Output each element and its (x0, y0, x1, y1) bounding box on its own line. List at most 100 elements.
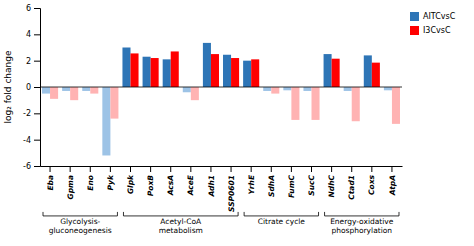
x-tick-mark (231, 166, 232, 172)
x-tick-label: Glpk (126, 174, 135, 194)
x-tick: FumC (287, 166, 296, 198)
bar (70, 87, 78, 100)
x-tick: Gpma (66, 166, 75, 199)
bar (110, 87, 118, 119)
x-tick: SucC (307, 166, 316, 196)
y-tick-mark (34, 34, 40, 35)
x-tick: Ctad1 (347, 166, 356, 200)
x-tick-mark (391, 166, 392, 172)
x-tick-label: SdhA (267, 175, 276, 197)
bar (50, 87, 58, 99)
x-tick: Glpk (126, 166, 135, 194)
legend-item: AITCvsC (410, 12, 456, 21)
bar (283, 87, 291, 90)
y-axis: -6-4-20246 (23, 4, 40, 171)
bar (344, 87, 352, 91)
x-tick: AcsA (166, 166, 175, 196)
bar (303, 87, 311, 91)
x-tick: PoxB (146, 166, 155, 196)
bar (243, 61, 251, 87)
x-tick-label: Adh1 (207, 175, 216, 198)
x-tick-label: PoxB (146, 175, 155, 196)
x-tick: NdhC (327, 166, 336, 198)
bar (143, 57, 151, 87)
y-tick: -4 (23, 136, 40, 145)
group-label: Citrate cycle (258, 217, 306, 226)
x-tick-mark (130, 166, 131, 172)
bar (131, 53, 139, 87)
y-tick-label: -4 (23, 136, 31, 145)
legend: AITCvsC I3CvsC (410, 12, 456, 35)
bar (82, 87, 90, 91)
x-tick: SdhA (267, 166, 276, 197)
bar (191, 87, 199, 100)
bar (384, 87, 392, 90)
x-tick: AtpA (388, 166, 397, 196)
x-tick-label: SSP0601 (227, 175, 236, 212)
bars (42, 43, 400, 156)
bar (223, 55, 231, 87)
bar (90, 87, 98, 94)
y-tick-mark (34, 140, 40, 141)
bar (263, 87, 271, 91)
x-tick-mark (271, 166, 272, 172)
legend-item: I3CvsC (410, 26, 451, 35)
x-axis: Eba Gpma Eno Pyk Glpk PoxB AcsA AceE Adh1 SSP0601… (41, 166, 403, 212)
x-tick: Pyk (106, 166, 115, 190)
x-tick-label: FumC (287, 175, 296, 199)
y-tick-label: 4 (26, 30, 31, 39)
x-tick-mark (311, 166, 312, 172)
bar (392, 87, 400, 124)
x-tick-label: Pyk (106, 174, 115, 190)
group-bracket (325, 212, 399, 216)
y-tick-mark (34, 113, 40, 114)
group-label: Energy-oxidativephosphorylation (330, 217, 394, 234)
x-tick-mark (251, 166, 252, 172)
bar (352, 87, 360, 121)
x-tick-label: AtpA (388, 175, 397, 196)
y-tick: -2 (23, 109, 40, 118)
x-tick: Eba (46, 166, 55, 191)
x-tick: AceE (186, 166, 195, 196)
y-axis-line (34, 9, 41, 167)
x-tick-label: AcsA (166, 175, 175, 196)
bar (42, 87, 50, 94)
x-tick-label: Ctad1 (347, 175, 356, 200)
x-tick-mark (331, 166, 332, 172)
bar (163, 59, 171, 87)
zero-line (40, 87, 402, 88)
x-tick-label: Eno (86, 175, 95, 191)
y-tick: 0 (26, 83, 40, 92)
group-label: Acetyl-CoAmetabolism (159, 217, 203, 234)
y-tick-label: -6 (23, 162, 31, 171)
bar (332, 59, 340, 87)
x-tick-mark (50, 166, 51, 172)
bar (62, 87, 70, 91)
legend-swatch (410, 26, 419, 35)
x-tick-label: YrhE (247, 174, 256, 194)
x-tick-label: Gpma (66, 175, 75, 199)
bar (211, 54, 219, 87)
legend-swatch (410, 12, 419, 21)
bar (171, 51, 179, 87)
x-tick: SSP0601 (227, 166, 236, 212)
bar (364, 55, 372, 87)
bar (183, 87, 191, 92)
legend-label: I3CvsC (423, 26, 451, 35)
groups: Glycolysis-gluconeogenesisAcetyl-CoAmeta… (43, 212, 399, 235)
x-tick-mark (150, 166, 151, 172)
x-tick-mark (210, 166, 211, 172)
y-tick-label: -2 (23, 109, 31, 118)
x-tick: Eno (86, 166, 95, 191)
bar (122, 48, 130, 88)
bar (251, 59, 259, 87)
x-tick-mark (351, 166, 352, 172)
y-tick-label: 0 (26, 83, 31, 92)
y-tick-mark (34, 166, 40, 167)
bar (291, 87, 299, 120)
x-tick-mark (170, 166, 171, 172)
x-tick-label: SucC (307, 175, 316, 196)
x-tick-mark (291, 166, 292, 172)
chart: -6-4-20246EbaGpmaEnoPykGlpkPoxBAcsAAceEA… (0, 0, 474, 246)
x-axis-line (41, 166, 403, 167)
